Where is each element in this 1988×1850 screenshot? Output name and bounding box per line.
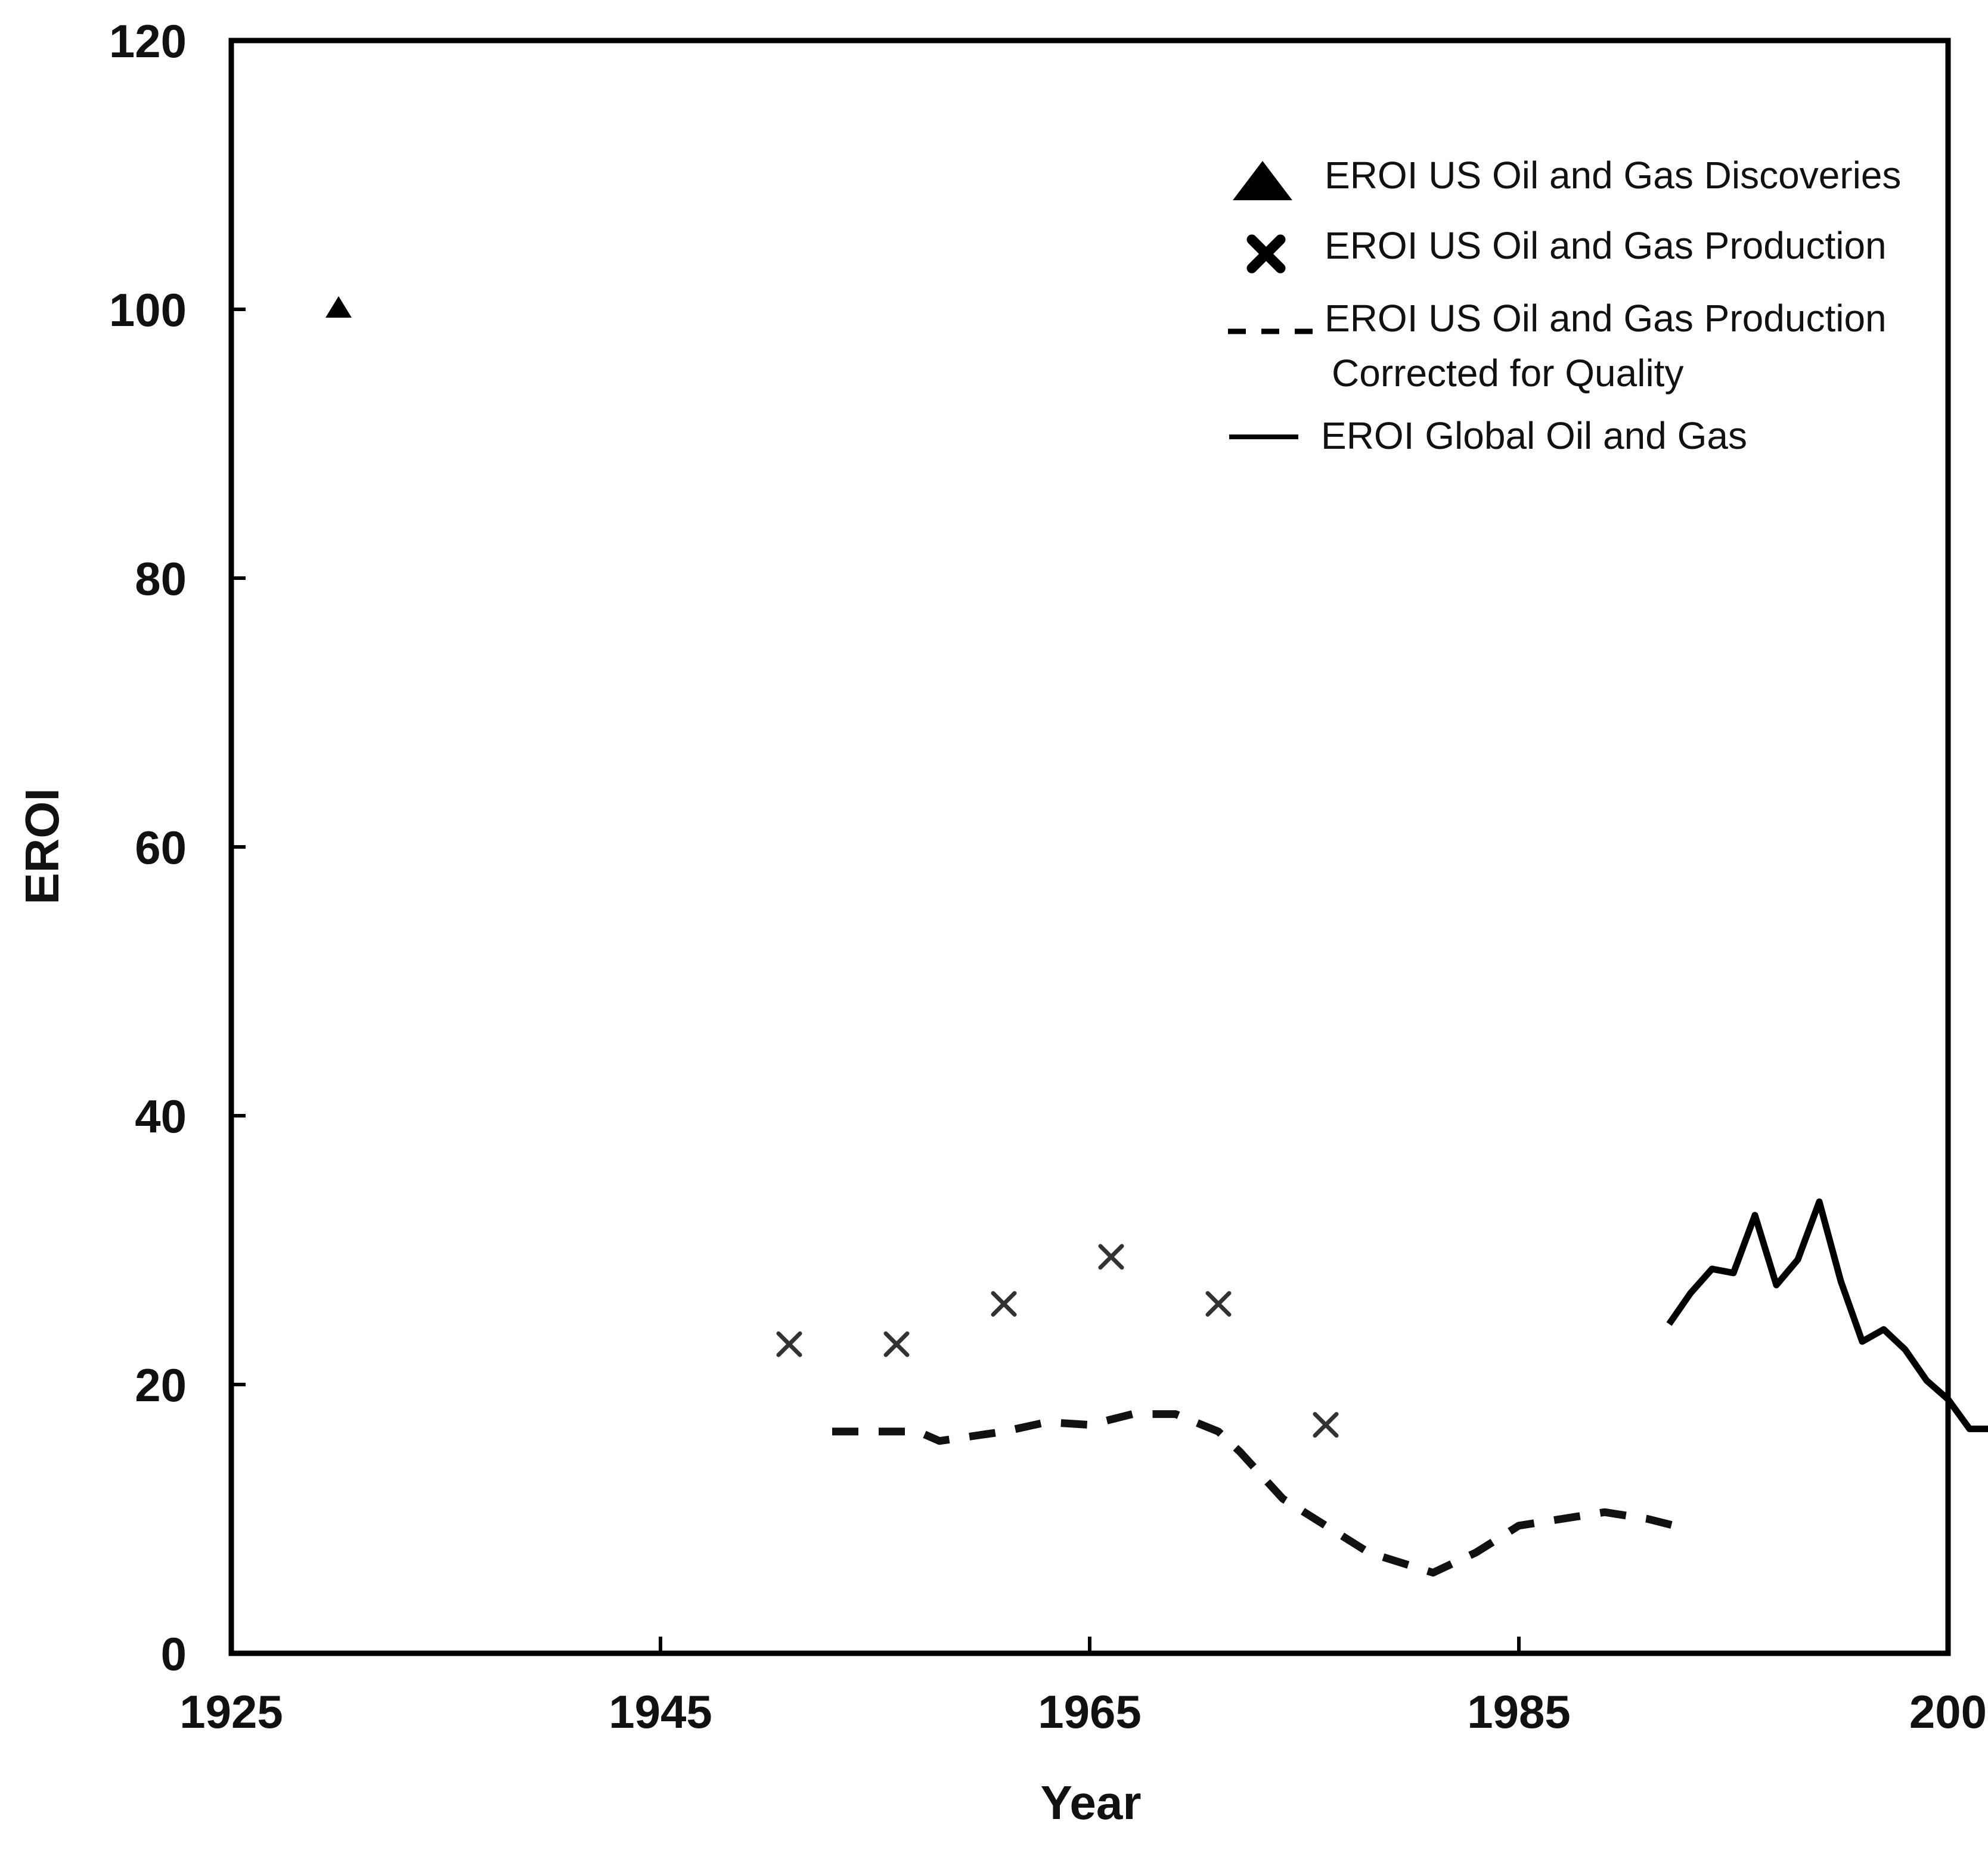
production-point-x — [1313, 1412, 1339, 1438]
production-point-x — [1205, 1291, 1232, 1317]
legend: EROI US Oil and Gas Discoveries EROI US … — [1228, 154, 1901, 457]
legend-label-global: EROI Global Oil and Gas — [1321, 414, 1747, 457]
legend-x-marker — [1246, 234, 1286, 274]
x-tick-label: 1945 — [609, 1686, 712, 1738]
x-tick-label: 200 — [1909, 1686, 1987, 1738]
legend-label-production: EROI US Oil and Gas Production — [1325, 224, 1887, 267]
x-axis-title: Year — [1040, 1776, 1141, 1829]
y-tick-label: 80 — [135, 552, 187, 605]
production-point-x — [1098, 1244, 1124, 1270]
legend-triangle-marker — [1233, 161, 1292, 200]
y-axis-title: EROI — [15, 788, 69, 905]
legend-label-corrected: EROI US Oil and Gas Production — [1325, 297, 1887, 340]
y-tick-label: 100 — [109, 284, 187, 336]
production-point-x — [776, 1331, 802, 1357]
y-tick-label: 40 — [135, 1090, 187, 1143]
production-point-x — [883, 1331, 910, 1357]
corrected-production-dashed-line — [832, 1410, 1692, 1577]
y-axis-ticks: 0 20 40 60 80 100 120 — [109, 15, 246, 1680]
global-oil-gas-solid-line — [1666, 1198, 1988, 1432]
legend-label-corrected-line2: Corrected for Quality — [1332, 352, 1683, 395]
production-point-x — [991, 1291, 1017, 1317]
y-tick-label: 20 — [135, 1359, 187, 1411]
series-layer — [325, 296, 1988, 1577]
x-tick-label: 1985 — [1467, 1686, 1571, 1738]
plot-area-frame — [228, 38, 1951, 1656]
legend-label-discoveries: EROI US Oil and Gas Discoveries — [1325, 154, 1901, 197]
x-axis-ticks: 1925 1945 1965 1985 200 — [179, 1637, 1987, 1738]
y-tick-label: 120 — [109, 15, 187, 67]
discovery-point-triangle — [325, 296, 352, 318]
x-tick-label: 1965 — [1038, 1686, 1142, 1738]
x-tick-label: 1925 — [179, 1686, 283, 1738]
y-tick-label: 60 — [135, 821, 187, 874]
y-tick-label: 0 — [161, 1628, 187, 1680]
